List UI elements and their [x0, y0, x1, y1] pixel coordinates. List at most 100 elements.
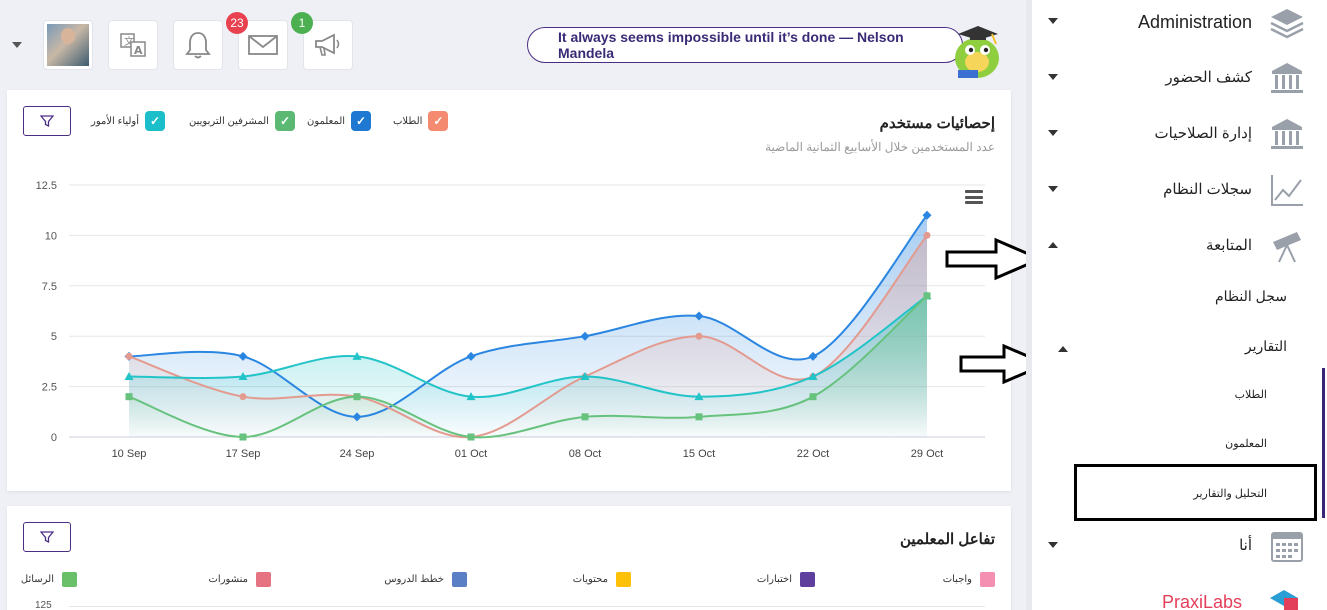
language-button[interactable]: 文 A: [108, 20, 158, 70]
data-point: [124, 372, 134, 381]
y-axis-tick-label: 7.5: [42, 281, 57, 293]
main-scrollbar[interactable]: [1026, 0, 1032, 610]
checkbox-checked-icon[interactable]: ✓: [351, 111, 372, 131]
svg-text:文: 文: [124, 35, 134, 48]
legend-item-messages[interactable]: الرسائل: [21, 572, 77, 587]
legend-item-parents[interactable]: ✓ أولياء الأمور: [91, 111, 166, 131]
legend-label: الرسائل: [20, 574, 54, 585]
legend-item-homework[interactable]: واجبات: [943, 572, 995, 587]
data-point: [239, 433, 247, 441]
legend-item-students[interactable]: ✓ الطلاب: [393, 111, 449, 131]
x-axis-tick-label: 17 Sep: [226, 448, 261, 460]
legend-item-supervisors[interactable]: ✓ المشرفين التربويين: [189, 111, 295, 131]
series-area: [129, 295, 927, 438]
checkbox-checked-icon[interactable]: ✓: [428, 111, 449, 131]
chevron-down-icon: [1048, 74, 1058, 80]
legend-label: اختبارات: [756, 574, 792, 585]
sidebar-item-label: كشف الحضور: [1165, 69, 1252, 86]
user-menu-caret-icon[interactable]: [12, 42, 22, 48]
sidebar-item-monitoring[interactable]: المتابعة: [1032, 224, 1327, 274]
data-point: [923, 231, 931, 239]
avatar-image: [47, 24, 89, 66]
data-point: [695, 413, 703, 421]
user-stats-chart: 0 2.5 5 7.5 10 12.5 10 Sep 17 Sep 24 Sep 01 Oct 08…: [36, 180, 985, 460]
sidebar-item-label: المتابعة: [1206, 237, 1252, 254]
sidebar-item-label: سجلات النظام: [1163, 181, 1252, 198]
legend-swatch: [256, 572, 271, 587]
data-point: [125, 352, 133, 360]
megaphone-icon: [315, 33, 340, 56]
sidebar-item-permissions[interactable]: إدارة الصلاحيات: [1032, 112, 1327, 162]
messages-count-badge: 1: [291, 12, 313, 34]
data-point: [466, 392, 476, 401]
sidebar-item-label: إدارة الصلاحيات: [1154, 125, 1252, 142]
annotation-highlight-box: [1074, 464, 1317, 521]
bank-icon: [1271, 119, 1303, 149]
legend-item-exams[interactable]: اختبارات: [757, 572, 815, 587]
x-axis-tick-label: 08 Oct: [569, 448, 601, 460]
filter-button[interactable]: [23, 106, 71, 136]
notifications-button[interactable]: [173, 20, 223, 70]
legend-item-teachers[interactable]: ✓ المعلمون: [307, 111, 372, 131]
sidebar-subitem-system-log[interactable]: سجل النظام: [1214, 288, 1287, 304]
sidebar-subitem-analytics-reports[interactable]: التحليل والتقارير: [1193, 488, 1267, 500]
series-area: [129, 235, 927, 438]
chart-menu-icon[interactable]: [965, 190, 983, 204]
calendar-icon: [1271, 532, 1303, 562]
translate-icon: 文 A: [120, 33, 146, 57]
data-point: [581, 413, 589, 421]
legend-item-lesson-plans[interactable]: خطط الدروس: [384, 572, 467, 587]
card-title: إحصائيات مستخدم: [879, 115, 995, 132]
legend-label: الطلاب: [393, 115, 423, 127]
x-axis-tick-label: 24 Sep: [340, 448, 375, 460]
chevron-up-icon[interactable]: [1058, 346, 1068, 352]
legend-label: منشورات: [208, 574, 248, 585]
x-axis-tick-label: 10 Sep: [112, 448, 147, 460]
trend-chart-icon: [1271, 175, 1303, 206]
sidebar-item-me[interactable]: أنا: [1032, 522, 1327, 572]
telescope-icon: [1273, 232, 1301, 263]
chevron-up-icon: [1048, 242, 1058, 248]
data-point: [808, 372, 818, 381]
chevron-down-icon: [1048, 186, 1058, 192]
active-indicator: [1322, 368, 1325, 518]
data-point: [580, 372, 590, 381]
legend-swatch: [800, 572, 815, 587]
bank-icon: [1271, 63, 1303, 93]
svg-text:A: A: [134, 44, 143, 57]
user-avatar[interactable]: [43, 20, 93, 70]
quote-banner: It always seems impossible until it’s do…: [527, 27, 963, 63]
legend-label: المعلمون: [307, 115, 346, 127]
data-point: [808, 351, 818, 361]
sidebar-subitem-teachers-report[interactable]: المعلمون: [1225, 438, 1267, 450]
x-axis-tick-label: 01 Oct: [455, 448, 487, 460]
data-point: [923, 292, 931, 300]
sidebar-item-administration[interactable]: Administration: [1032, 0, 1327, 50]
y-axis-tick-label: 5: [51, 331, 57, 343]
legend-label: واجبات: [942, 574, 972, 585]
legend-label: المشرفين التربويين: [189, 115, 269, 127]
notifications-count-badge: 23: [226, 12, 248, 34]
chevron-down-icon: [1048, 18, 1058, 24]
checkbox-checked-icon[interactable]: ✓: [274, 111, 295, 131]
y-axis-tick-label: 12.5: [36, 180, 57, 192]
x-axis-tick-label: 15 Oct: [683, 448, 715, 460]
filter-button[interactable]: [23, 522, 71, 552]
checkbox-checked-icon[interactable]: ✓: [145, 111, 166, 131]
layers-icon: [1270, 9, 1304, 39]
sidebar-item-system-logs[interactable]: سجلات النظام: [1032, 168, 1327, 218]
data-point: [695, 332, 703, 340]
sidebar: Administration كشف الحضور إدارة الصلاحيا…: [1032, 0, 1327, 610]
filter-icon: [40, 531, 54, 544]
legend-item-posts[interactable]: منشورات: [209, 572, 271, 587]
data-point: [352, 351, 362, 360]
annotation-arrow-icon: [959, 343, 1050, 385]
sidebar-subitem-students-report[interactable]: الطلاب: [1234, 389, 1267, 401]
sidebar-item-label: أنا: [1239, 537, 1252, 554]
legend-item-contents[interactable]: محتويات: [573, 572, 631, 587]
sidebar-item-attendance[interactable]: كشف الحضور: [1032, 56, 1327, 106]
legend-swatch: [62, 572, 77, 587]
sidebar-subitem-reports[interactable]: التقارير: [1244, 338, 1287, 354]
data-point: [580, 331, 590, 341]
legend-swatch: [452, 572, 467, 587]
